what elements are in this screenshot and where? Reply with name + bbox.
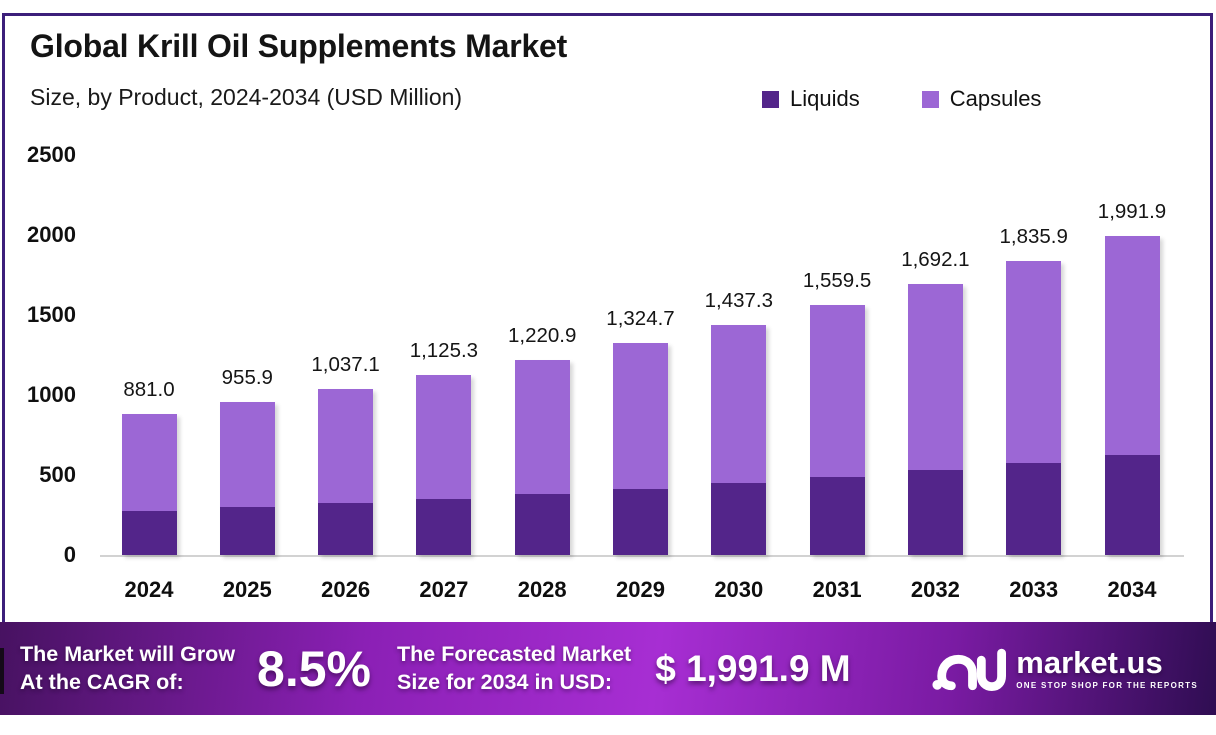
cagr-value: 8.5%	[257, 640, 372, 697]
chart-subtitle: Size, by Product, 2024-2034 (USD Million…	[30, 84, 463, 110]
brand-name: market.us	[1016, 645, 1163, 680]
legend-label-liquids: Liquids	[790, 86, 860, 111]
liquids-swatch-icon	[762, 90, 779, 108]
market-us-logo-icon	[932, 648, 1007, 691]
cagr-label-line2: At the CAGR of:	[20, 669, 184, 694]
forecast-label-line1: The Forecasted Market	[397, 642, 632, 667]
legend: Liquids Capsules	[762, 86, 1041, 112]
legend-item-liquids: Liquids	[762, 86, 860, 112]
footer-left-notch	[0, 648, 4, 694]
cagr-label-line1: The Market will Grow	[20, 642, 236, 667]
forecast-value: $ 1,991.9 M	[655, 647, 851, 689]
chart-title: Global Krill Oil Supplements Market	[30, 28, 568, 64]
legend-label-capsules: Capsules	[949, 86, 1042, 111]
cagr-label: The Market will Grow At the CAGR of:	[20, 641, 235, 695]
brand-tagline: ONE STOP SHOP FOR THE REPORTS	[1016, 681, 1198, 690]
forecast-label-line2: Size for 2034 in USD:	[397, 669, 613, 694]
forecast-label: The Forecasted Market Size for 2034 in U…	[397, 641, 631, 695]
capsules-swatch-icon	[921, 90, 939, 108]
brand: market.us ONE STOP SHOP FOR THE REPORTS	[932, 642, 1198, 696]
legend-item-capsules: Capsules	[921, 86, 1042, 112]
cagr-banner: The Market will Grow At the CAGR of: 8.5…	[0, 622, 1216, 715]
